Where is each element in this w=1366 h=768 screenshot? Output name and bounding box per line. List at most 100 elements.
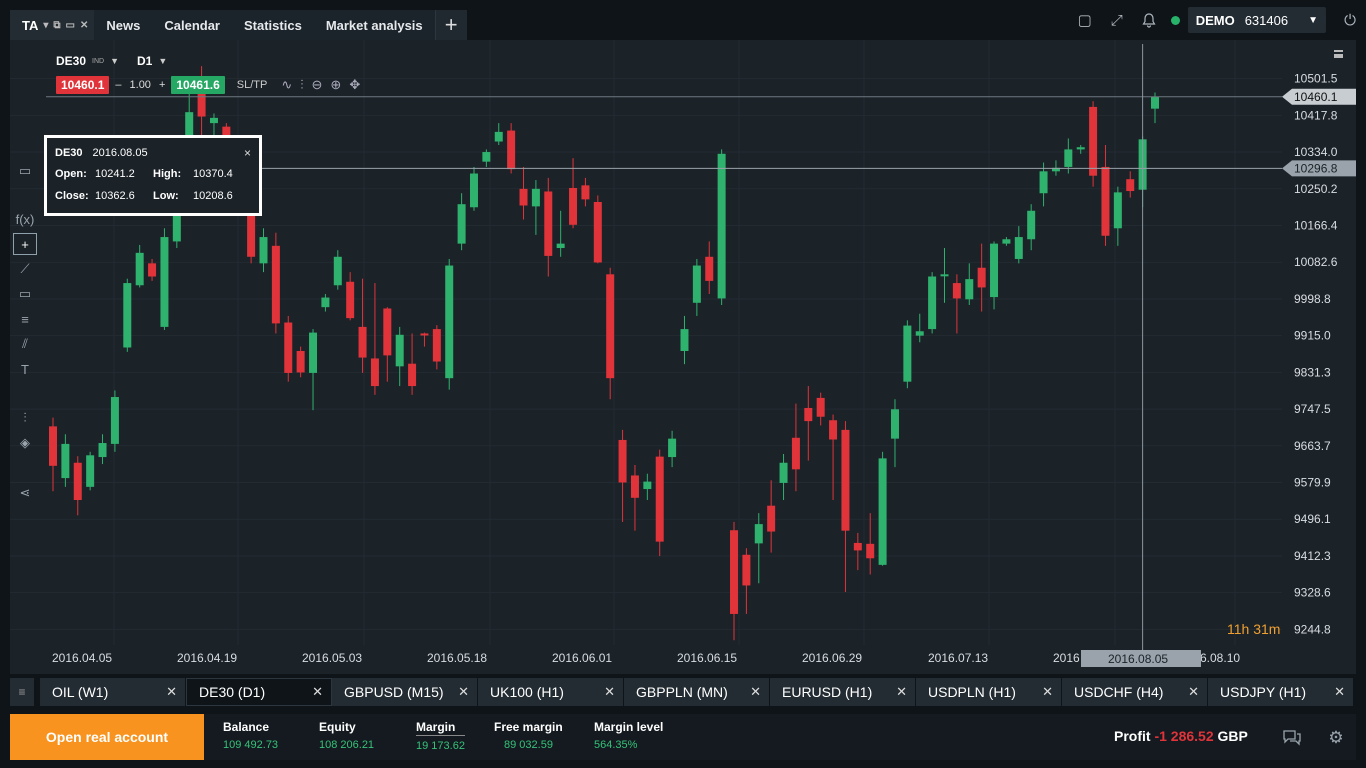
sltp-button[interactable]: SL/TP <box>236 79 268 91</box>
crosshair-price-tag-bg <box>1282 160 1356 177</box>
move-icon[interactable]: ✥ <box>349 77 361 92</box>
tab-news[interactable]: News <box>106 17 141 33</box>
timer-minutes: 31m <box>1253 621 1281 637</box>
candle-up <box>1014 237 1023 259</box>
price-tick-label: 10417.8 <box>1294 108 1338 122</box>
trend-tool-icon[interactable]: ⫽ <box>22 336 28 351</box>
text-tool-icon[interactable]: T <box>21 361 29 377</box>
tab-calendar[interactable]: Calendar <box>164 17 220 33</box>
window-icon[interactable]: ▭ <box>65 19 75 31</box>
candle-down <box>952 283 961 299</box>
tab-ta[interactable]: TA ▾ ⧉ ▭ ✕ <box>10 10 95 40</box>
chevron-down-icon[interactable]: ▼ <box>158 56 168 66</box>
crosshair-icon[interactable]: + <box>13 233 37 255</box>
profit-label: Profit <box>1114 728 1151 744</box>
tab-statistics[interactable]: Statistics <box>244 17 302 33</box>
volume-value[interactable]: 1.00 <box>129 79 151 91</box>
candle-down <box>804 407 813 422</box>
panel-collapse-icon[interactable] <box>1334 50 1343 58</box>
close-icon[interactable]: ✕ <box>312 684 323 699</box>
candle-up <box>469 173 478 208</box>
candle-down <box>730 530 739 614</box>
candle-down <box>148 263 157 277</box>
close-icon[interactable]: ✕ <box>1188 684 1199 699</box>
candle-down <box>618 439 627 483</box>
line-chart-icon[interactable]: ∿ <box>281 77 293 92</box>
instrument-tab[interactable]: GBPUSD (M15) ✕ <box>332 678 478 706</box>
fullscreen-icon[interactable]: ⤢ <box>1110 11 1123 29</box>
zoom-in-icon[interactable]: ⊕ <box>330 77 342 92</box>
info-open-value: 10241.2 <box>95 168 135 180</box>
rectangle-tool-icon[interactable]: ▭ <box>18 286 32 301</box>
chart-type-icon[interactable]: ⫶ <box>23 410 27 425</box>
instrument-tab[interactable]: USDCHF (H4) ✕ <box>1062 678 1208 706</box>
settings-icon[interactable]: ⚙ <box>1328 728 1344 747</box>
indicator-icon[interactable]: f(x) <box>15 211 35 227</box>
symbol-label[interactable]: DE30 <box>56 54 87 68</box>
price-tick-label: 9579.9 <box>1294 476 1331 490</box>
margin-stat[interactable]: Margin 19 173.62 <box>416 720 465 752</box>
tab-market-analysis[interactable]: Market analysis <box>325 17 423 33</box>
chevron-down-icon[interactable]: ▼ <box>110 56 120 66</box>
instrument-tab[interactable]: USDPLN (H1) ✕ <box>916 678 1062 706</box>
tab-ta-label: TA <box>22 17 39 33</box>
instrument-tab[interactable]: UK100 (H1) ✕ <box>478 678 624 706</box>
fibonacci-tool-icon[interactable]: ≡ <box>21 311 29 327</box>
candle-up <box>61 443 70 479</box>
zoom-out-icon[interactable]: ⊖ <box>311 77 323 92</box>
instrument-tab[interactable]: GBPPLN (MN) ✕ <box>624 678 770 706</box>
timer-hours: 11h <box>1227 621 1250 637</box>
close-icon[interactable]: ✕ <box>458 684 469 699</box>
chevron-down-icon[interactable]: ▾ <box>43 19 49 31</box>
candle-up <box>123 283 132 348</box>
buy-button[interactable]: 10461.6 <box>171 76 225 94</box>
profit-display: Profit -1 286.52 GBP <box>1114 728 1248 744</box>
candle-up <box>556 243 565 249</box>
close-icon[interactable]: ✕ <box>896 684 907 699</box>
account-selector[interactable]: DEMO 631406 ▼ <box>1187 7 1326 33</box>
add-tab-button[interactable]: + <box>434 10 467 40</box>
layers-icon[interactable]: ◈ <box>20 435 30 450</box>
close-icon[interactable]: ✕ <box>1042 684 1053 699</box>
close-icon[interactable]: ✕ <box>604 684 615 699</box>
instrument-tab[interactable]: EURUSD (H1) ✕ <box>770 678 916 706</box>
close-icon[interactable]: ✕ <box>80 19 89 31</box>
candle-down <box>593 202 602 263</box>
close-icon[interactable]: × <box>243 146 251 160</box>
bid-price-tag-bg <box>1282 88 1356 105</box>
info-symbol: DE30 <box>55 147 83 159</box>
candle-down <box>630 475 639 498</box>
candle-down <box>866 543 875 559</box>
close-icon[interactable]: ✕ <box>166 684 177 699</box>
share-icon[interactable]: ⋖ <box>19 485 31 500</box>
layout-icon[interactable]: ▢ <box>1077 12 1092 29</box>
margin-level-label: Margin level <box>594 720 664 734</box>
volume-decrease-button[interactable]: – <box>115 79 122 91</box>
volume-increase-button[interactable]: + <box>158 79 166 91</box>
bell-icon[interactable] <box>1133 12 1165 28</box>
instrument-tab-active[interactable]: DE30 (D1) ✕ <box>186 678 332 706</box>
connection-status-icon <box>1170 15 1180 25</box>
candles-icon[interactable]: ⫶ <box>300 77 304 92</box>
candle-down <box>569 187 578 225</box>
monitor-icon[interactable]: ▭ <box>18 163 32 178</box>
close-icon[interactable]: ✕ <box>1334 684 1345 699</box>
candle-down <box>841 429 850 531</box>
open-real-account-button[interactable]: Open real account <box>10 714 204 760</box>
candlestick-chart[interactable]: 10501.5 10417.8 10334.0 10250.2 10166.4 10082… <box>10 40 1356 674</box>
popout-icon[interactable]: ⧉ <box>53 19 61 31</box>
timeframe-label[interactable]: D1 <box>137 54 153 68</box>
sell-button[interactable]: 10460.1 <box>56 76 110 94</box>
line-tool-icon[interactable]: ⟋ <box>20 261 30 276</box>
info-open-label: Open: <box>55 168 87 180</box>
close-icon[interactable]: ✕ <box>750 684 761 699</box>
tabs-menu-icon[interactable]: ≡ <box>10 678 34 706</box>
candle-down <box>853 542 862 551</box>
instrument-tab[interactable]: OIL (W1) ✕ <box>40 678 186 706</box>
candle-down <box>742 554 751 586</box>
chat-icon[interactable] <box>1278 724 1306 752</box>
power-icon[interactable]: ⏻ <box>1344 11 1356 29</box>
instrument-tab[interactable]: USDJPY (H1) ✕ <box>1208 678 1354 706</box>
candle-up <box>1151 96 1159 109</box>
chart-panel: 10501.5 10417.8 10334.0 10250.2 10166.4 10082… <box>10 40 1356 674</box>
